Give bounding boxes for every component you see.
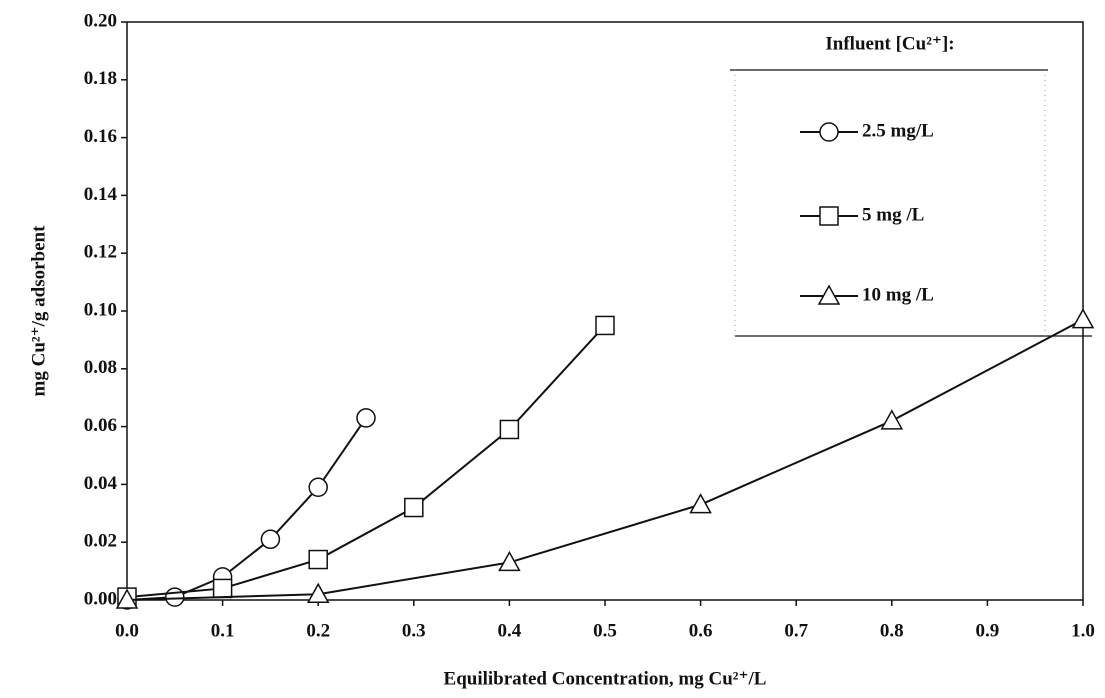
y-tick-label: 0.14 [84, 184, 118, 205]
x-axis-title: Equilibrated Concentration, mg Cu²⁺/L [444, 668, 767, 689]
x-tick-label: 0.2 [306, 620, 330, 641]
y-tick-label: 0.10 [84, 299, 117, 320]
y-tick-label: 0.20 [84, 10, 117, 31]
y-tick-label: 0.08 [84, 357, 117, 378]
legend-marker [817, 284, 841, 305]
data-point [1071, 308, 1095, 329]
x-tick-label: 0.5 [593, 620, 617, 641]
legend-label: 10 mg /L [862, 284, 934, 305]
y-tick-label: 0.12 [84, 242, 117, 263]
data-point [165, 587, 185, 607]
y-tick-label: 0.04 [84, 473, 118, 494]
data-point [115, 588, 139, 609]
data-point [498, 550, 521, 572]
data-point [880, 409, 904, 430]
x-tick-label: 0.9 [976, 620, 1000, 641]
plot-frame [126, 21, 1084, 601]
legend-title: Influent [Cu²⁺]: [825, 33, 954, 54]
data-point [689, 493, 712, 514]
y-axis-title: mg Cu²⁺/g adsorbent [28, 225, 49, 397]
data-point [404, 497, 424, 518]
x-tick-label: 0.8 [880, 620, 904, 641]
x-tick-label: 0.4 [498, 620, 522, 641]
data-point [308, 549, 328, 570]
legend-label: 2.5 mg/L [862, 120, 934, 141]
y-tick-label: 0.00 [84, 588, 117, 609]
y-tick-label: 0.06 [84, 415, 117, 436]
data-point [356, 408, 376, 428]
x-tick-label: 0.1 [211, 620, 235, 641]
legend-marker [819, 122, 839, 142]
legend-label: 5 mg /L [862, 204, 924, 225]
series-line [126, 318, 1084, 601]
legend-marker [819, 206, 839, 226]
x-tick-label: 0.7 [784, 620, 808, 641]
series-line [126, 324, 606, 599]
y-tick-label: 0.18 [84, 68, 117, 89]
data-point [260, 529, 281, 550]
x-tick-label: 0.3 [402, 620, 426, 641]
series-line [126, 417, 367, 601]
data-point [308, 477, 328, 498]
y-tick-label: 0.02 [84, 531, 117, 552]
x-tick-label: 0.0 [115, 620, 139, 641]
y-tick-label: 0.16 [84, 126, 117, 147]
data-point [306, 582, 330, 603]
x-tick-label: 1.0 [1071, 620, 1095, 641]
data-point [212, 578, 233, 599]
data-point [595, 315, 615, 336]
x-tick-label: 0.6 [689, 620, 713, 641]
data-point [499, 419, 520, 440]
